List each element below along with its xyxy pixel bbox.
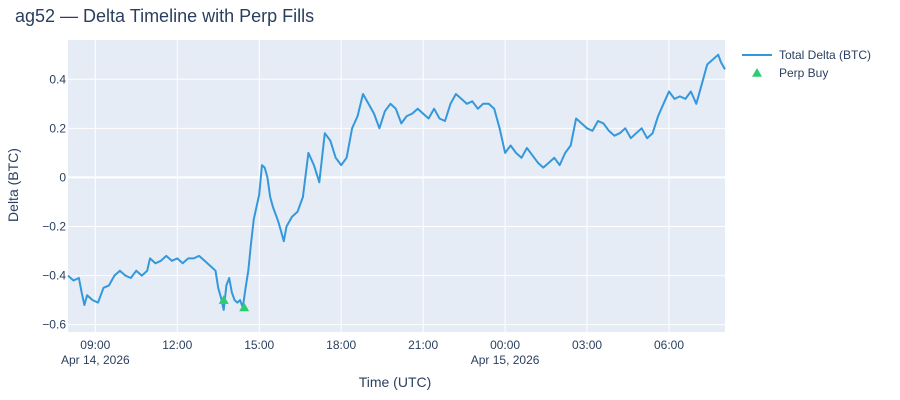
legend: Total Delta (BTC) Perp Buy bbox=[742, 48, 871, 80]
x-tick-label: 21:00 bbox=[408, 338, 438, 352]
x-tick-label: 12:00 bbox=[162, 338, 192, 352]
x-tick-label: 18:00 bbox=[326, 338, 356, 352]
series-layer bbox=[67, 53, 726, 312]
x-tick-date: Apr 14, 2026 bbox=[61, 353, 130, 367]
x-axis-title: Time (UTC) bbox=[359, 374, 432, 390]
perp-buy-marker bbox=[239, 302, 250, 312]
total-delta-line bbox=[67, 53, 726, 311]
x-tick-date: Apr 15, 2026 bbox=[471, 353, 540, 367]
x-tick-label: 06:00 bbox=[654, 338, 684, 352]
y-tick-label: −0.2 bbox=[42, 219, 66, 233]
y-axis-title: Delta (BTC) bbox=[5, 148, 21, 222]
legend-marker-swatch bbox=[752, 68, 762, 77]
series-0 bbox=[67, 53, 726, 311]
chart-title: ag52 — Delta Timeline with Perp Fills bbox=[15, 6, 314, 26]
y-tick-label: −0.6 bbox=[42, 318, 66, 332]
plot-area bbox=[68, 40, 725, 332]
legend-label: Perp Buy bbox=[779, 66, 828, 80]
y-tick-label: 0 bbox=[59, 170, 66, 184]
y-tick-label: 0.4 bbox=[49, 72, 66, 86]
series-1 bbox=[218, 295, 250, 312]
x-tick-label: 15:00 bbox=[244, 338, 274, 352]
y-tick-label: 0.2 bbox=[49, 121, 66, 135]
gridlines bbox=[68, 40, 725, 332]
x-tick-label: 09:00 bbox=[80, 338, 110, 352]
x-tick-label: 00:00 bbox=[490, 338, 520, 352]
y-tick-label: −0.4 bbox=[42, 269, 66, 283]
x-tick-label: 03:00 bbox=[572, 338, 602, 352]
perp-buy-marker bbox=[218, 295, 229, 304]
legend-label: Total Delta (BTC) bbox=[779, 48, 871, 62]
